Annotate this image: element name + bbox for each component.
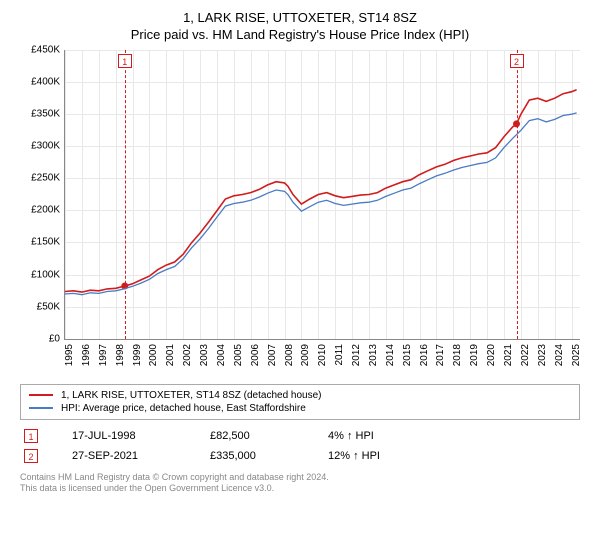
marker-pct: 4% ↑ HPI bbox=[328, 430, 408, 442]
x-tick-label: 2003 bbox=[199, 344, 210, 366]
x-tick-label: 2013 bbox=[368, 344, 379, 366]
x-tick-label: 2002 bbox=[182, 344, 193, 366]
marker-number: 2 bbox=[24, 449, 64, 463]
series-svg bbox=[65, 50, 580, 339]
marker-badge-chart: 2 bbox=[510, 54, 524, 68]
series-hpi bbox=[65, 113, 577, 295]
y-tick-label: £350K bbox=[31, 109, 60, 120]
x-tick-label: 2020 bbox=[486, 344, 497, 366]
x-tick-label: 2006 bbox=[250, 344, 261, 366]
marker-date: 27-SEP-2021 bbox=[72, 450, 202, 462]
footnote-line-1: Contains HM Land Registry data © Crown c… bbox=[20, 472, 580, 484]
legend-swatch bbox=[29, 394, 53, 396]
series-price_paid bbox=[65, 90, 577, 292]
y-tick-label: £50K bbox=[37, 301, 60, 312]
x-tick-label: 2012 bbox=[351, 344, 362, 366]
x-tick-label: 1995 bbox=[64, 344, 75, 366]
y-tick-label: £400K bbox=[31, 76, 60, 87]
marker-row: 1 17-JUL-1998 £82,500 4% ↑ HPI bbox=[20, 426, 580, 446]
marker-badge-chart: 1 bbox=[118, 54, 132, 68]
x-axis: 1995 1996 1997 1998 1999 2000 2001 2002 2003 2004… bbox=[64, 340, 580, 380]
y-axis: £0£50K£100K£150K£200K£250K£300K£350K£400… bbox=[20, 50, 64, 340]
x-tick-label: 2011 bbox=[334, 344, 345, 366]
footnote-line-2: This data is licensed under the Open Gov… bbox=[20, 483, 580, 495]
legend-label: 1, LARK RISE, UTTOXETER, ST14 8SZ (detac… bbox=[61, 390, 321, 401]
y-tick-label: £450K bbox=[31, 44, 60, 55]
x-tick-label: 2008 bbox=[284, 344, 295, 366]
title-line-2: Price paid vs. HM Land Registry's House … bbox=[20, 27, 580, 44]
legend-row: 1, LARK RISE, UTTOXETER, ST14 8SZ (detac… bbox=[29, 389, 571, 402]
footnote: Contains HM Land Registry data © Crown c… bbox=[20, 472, 580, 495]
x-tick-label: 2000 bbox=[148, 344, 159, 366]
y-tick-label: £250K bbox=[31, 173, 60, 184]
marker-number: 1 bbox=[24, 429, 64, 443]
x-tick-label: 2015 bbox=[402, 344, 413, 366]
x-tick-label: 2009 bbox=[300, 344, 311, 366]
x-tick-label: 2019 bbox=[469, 344, 480, 366]
bottom-panel: 1, LARK RISE, UTTOXETER, ST14 8SZ (detac… bbox=[20, 384, 580, 495]
chart-container: 1, LARK RISE, UTTOXETER, ST14 8SZ Price … bbox=[0, 0, 600, 560]
x-tick-label: 2005 bbox=[233, 344, 244, 366]
y-tick-label: £0 bbox=[49, 333, 60, 344]
y-tick-label: £300K bbox=[31, 141, 60, 152]
x-tick-label: 2007 bbox=[267, 344, 278, 366]
chart-area: £0 £50K £100K £150K £200K £250K £300K £350K £400… bbox=[20, 50, 580, 380]
y-tick-label: £200K bbox=[31, 205, 60, 216]
x-tick-label: 2021 bbox=[503, 344, 514, 366]
marker-date: 17-JUL-1998 bbox=[72, 430, 202, 442]
y-tick-label: £100K bbox=[31, 269, 60, 280]
chart-title: 1, LARK RISE, UTTOXETER, ST14 8SZ Price … bbox=[20, 10, 580, 44]
x-tick-label: 1998 bbox=[115, 344, 126, 366]
title-line-1: 1, LARK RISE, UTTOXETER, ST14 8SZ bbox=[20, 10, 580, 27]
marker-row: 2 27-SEP-2021 £335,000 12% ↑ HPI bbox=[20, 446, 580, 466]
marker-badge: 1 bbox=[24, 429, 38, 443]
x-tick-label: 1997 bbox=[98, 344, 109, 366]
markers-table: 1 17-JUL-1998 £82,500 4% ↑ HPI 2 27-SEP-… bbox=[20, 426, 580, 466]
x-tick-label: 2025 bbox=[571, 344, 582, 366]
x-tick-label: 2016 bbox=[419, 344, 430, 366]
x-tick-label: 1996 bbox=[81, 344, 92, 366]
legend: 1, LARK RISE, UTTOXETER, ST14 8SZ (detac… bbox=[20, 384, 580, 420]
legend-swatch bbox=[29, 407, 53, 409]
x-tick-label: 2010 bbox=[317, 344, 328, 366]
marker-pct: 12% ↑ HPI bbox=[328, 450, 408, 462]
y-tick-label: £150K bbox=[31, 237, 60, 248]
x-tick-label: 2004 bbox=[216, 344, 227, 366]
x-tick-label: 2014 bbox=[385, 344, 396, 366]
x-tick-label: 2017 bbox=[435, 344, 446, 366]
x-tick-label: 2018 bbox=[452, 344, 463, 366]
marker-badge: 2 bbox=[24, 449, 38, 463]
legend-label: HPI: Average price, detached house, East… bbox=[61, 403, 306, 414]
plot-area: 12 bbox=[64, 50, 580, 340]
x-tick-label: 1999 bbox=[132, 344, 143, 366]
x-tick-label: 2001 bbox=[165, 344, 176, 366]
marker-price: £335,000 bbox=[210, 450, 320, 462]
x-tick-label: 2022 bbox=[520, 344, 531, 366]
marker-price: £82,500 bbox=[210, 430, 320, 442]
x-tick-label: 2024 bbox=[554, 344, 565, 366]
legend-row: HPI: Average price, detached house, East… bbox=[29, 402, 571, 415]
x-tick-label: 2023 bbox=[537, 344, 548, 366]
